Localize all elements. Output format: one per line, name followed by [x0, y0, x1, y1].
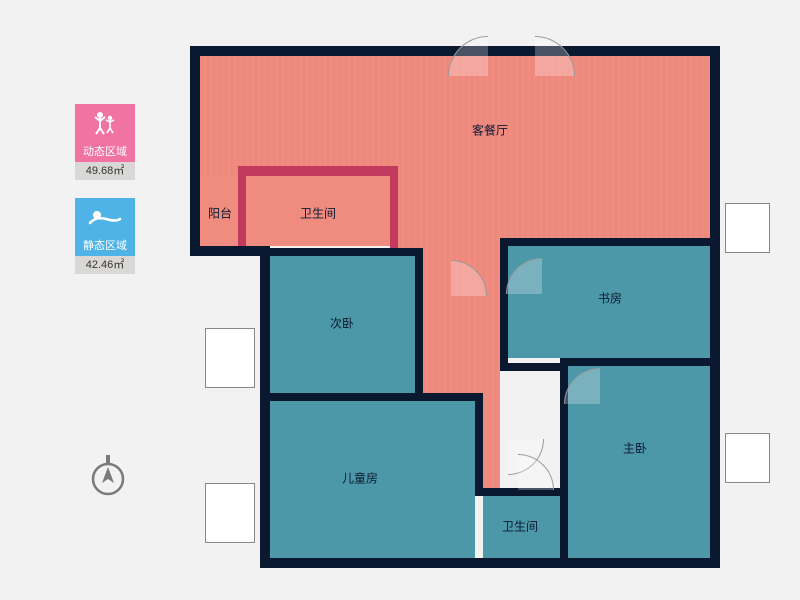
- window: [725, 433, 770, 483]
- people-icon: [75, 104, 135, 142]
- window: [205, 328, 255, 388]
- wall: [390, 166, 398, 248]
- legend-dynamic-value: 49.68㎡: [75, 162, 135, 180]
- compass-icon: [90, 455, 126, 504]
- room-label: 次卧: [330, 315, 354, 332]
- room-label: 卫生间: [300, 205, 336, 222]
- room-label: 书房: [598, 290, 622, 307]
- wall: [500, 363, 565, 371]
- wall: [560, 358, 568, 490]
- legend-static-value: 42.46㎡: [75, 256, 135, 274]
- wall: [238, 166, 398, 176]
- legend-dynamic: 动态区域 49.68㎡: [75, 104, 135, 180]
- wall: [500, 238, 715, 246]
- wall: [260, 558, 720, 568]
- room-label: 主卧: [623, 440, 647, 457]
- wall: [190, 46, 200, 254]
- window: [205, 483, 255, 543]
- legend-static-title: 静态区域: [75, 236, 135, 256]
- sleep-icon: [75, 198, 135, 236]
- wall: [710, 46, 720, 566]
- wall: [475, 393, 483, 493]
- room-label: 卫生间: [502, 518, 538, 535]
- wall: [415, 248, 423, 398]
- wall: [270, 393, 480, 401]
- wall: [270, 248, 420, 256]
- floorplan: 客餐厅阳台卫生间次卧儿童房卫生间书房主卧: [190, 38, 740, 563]
- legend-dynamic-title: 动态区域: [75, 142, 135, 162]
- wall: [500, 238, 508, 368]
- wall: [260, 246, 270, 566]
- window: [725, 203, 770, 253]
- room-label: 客餐厅: [472, 122, 508, 139]
- room-label: 阳台: [208, 205, 232, 222]
- wall: [190, 246, 265, 256]
- room-label: 儿童房: [342, 470, 378, 487]
- wall: [560, 488, 568, 560]
- wall: [238, 166, 246, 246]
- wall: [560, 358, 715, 366]
- legend: 动态区域 49.68㎡ 静态区域 42.46㎡: [75, 104, 135, 292]
- legend-static: 静态区域 42.46㎡: [75, 198, 135, 274]
